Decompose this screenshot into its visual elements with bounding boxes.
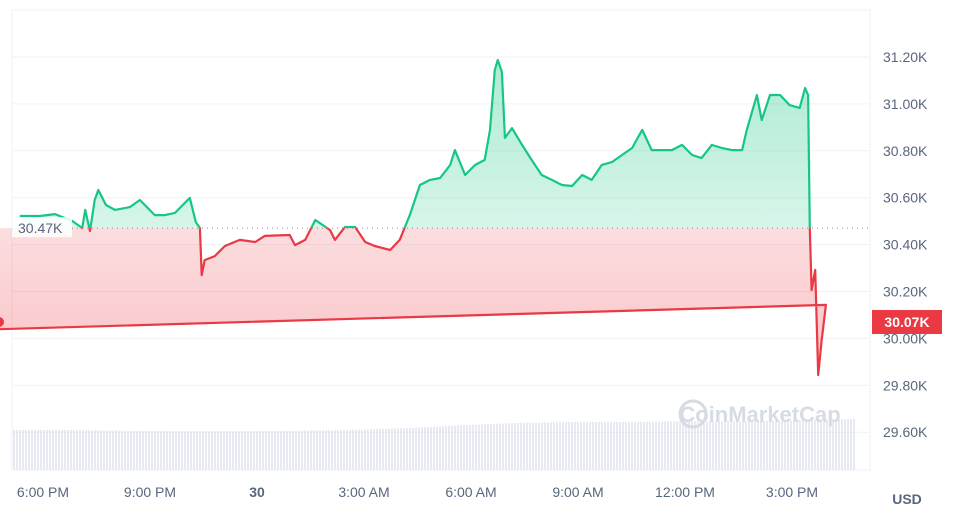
x-tick-label: 9:00 PM <box>124 484 176 500</box>
currency-label: USD <box>892 491 922 507</box>
current-price-label: 30.07K <box>884 314 929 330</box>
y-tick-label: 31.20K <box>883 49 928 65</box>
y-tick-label: 31.00K <box>883 96 928 112</box>
volume-bars <box>13 418 855 470</box>
x-tick-label: 30 <box>249 484 265 500</box>
current-price-badge <box>872 309 942 334</box>
price-line-up <box>19 58 811 229</box>
y-tick-label: 30.00K <box>883 330 928 346</box>
y-tick-label: 29.60K <box>883 424 928 440</box>
x-tick-label: 6:00 AM <box>445 484 496 500</box>
y-tick-label: 29.80K <box>883 377 928 393</box>
y-tick-label: 30.40K <box>883 237 928 253</box>
x-tick-label: 3:00 PM <box>766 484 818 500</box>
watermark-logo-icon <box>678 399 708 429</box>
y-tick-label: 30.20K <box>883 284 928 300</box>
baseline-label: 30.47K <box>18 220 63 236</box>
current-price-dot <box>0 317 5 327</box>
x-tick-label: 9:00 AM <box>552 484 603 500</box>
area-down <box>0 228 826 375</box>
y-tick-label: 30.60K <box>883 190 928 206</box>
x-tick-label: 3:00 AM <box>338 484 389 500</box>
y-tick-label: 30.80K <box>883 143 928 159</box>
area-up <box>19 60 810 229</box>
x-tick-label: 12:00 PM <box>655 484 715 500</box>
x-tick-label: 6:00 PM <box>17 484 69 500</box>
